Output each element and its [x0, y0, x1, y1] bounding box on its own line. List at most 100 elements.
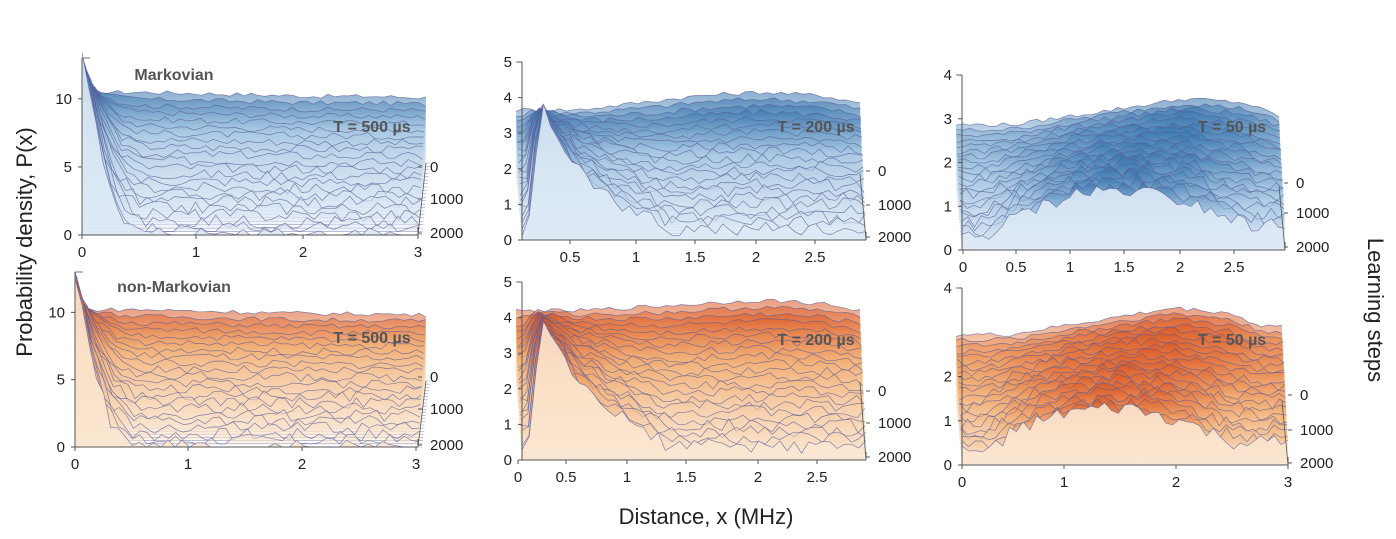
- x-tick-label-0: 0: [78, 244, 86, 261]
- x-tick-label-5: 2.5: [1224, 259, 1245, 276]
- panel-title: T = 50 µs: [1198, 119, 1266, 136]
- y-tick-label-1: 1: [504, 196, 512, 213]
- slice-trace-11: [958, 148, 1283, 187]
- z-tick-label-0: 0: [1300, 387, 1308, 404]
- x-tick-label-3: 1.5: [676, 469, 697, 486]
- x-tick-label-0: 0: [71, 456, 79, 473]
- slice-trace-12: [959, 152, 1283, 193]
- x-tick-label-0: 0: [514, 469, 522, 486]
- y-tick-label-0: 0: [64, 227, 72, 244]
- slice-trace-5: [517, 311, 862, 348]
- x-tick-label-1: 1: [632, 249, 640, 266]
- y-tick-label-4: 4: [944, 67, 952, 84]
- slice-trace-17: [960, 386, 1287, 436]
- slice-trace-0: [89, 90, 427, 100]
- slice-fill-21: [75, 278, 418, 447]
- x-tick-label-2: 2: [1172, 474, 1180, 491]
- y-axis-label: Probability density, P(x): [12, 127, 37, 356]
- slice-trace-11: [85, 74, 422, 175]
- z-tick-label-1: 1000: [1296, 205, 1329, 222]
- slice-trace-12: [519, 323, 864, 392]
- z-tick-label-0: 0: [430, 369, 438, 386]
- slice-trace-3: [956, 110, 1280, 143]
- slice-trace-4: [957, 327, 1284, 358]
- slice-trace-1: [82, 308, 426, 323]
- y-tick-label-4: 4: [504, 90, 512, 107]
- x-tick-label-1: 1: [184, 456, 192, 473]
- y-tick-label-2: 2: [504, 381, 512, 398]
- x-tick-label-0: 0: [958, 474, 966, 491]
- z-tick-label-0: 0: [878, 163, 886, 180]
- slice-fill-21: [962, 402, 1288, 465]
- x-tick-label-1: 0.5: [1006, 259, 1027, 276]
- slice-trace-18: [960, 392, 1288, 440]
- slice-trace-3: [516, 108, 861, 128]
- slice-trace-13: [959, 153, 1283, 199]
- y-tick-label-1: 1: [504, 416, 512, 433]
- chart-panel-p2: 0.5 1 1.5 2 2.5 0 1 2 3 4 5 0 1000 2000 T = 200 µs: [504, 54, 912, 266]
- slice-trace-8: [86, 75, 423, 154]
- chart-panel-p4: 0 1 2 3 0 5 10 0 1000 2000 T = 500 µs non-Markovian: [48, 271, 463, 473]
- slice-trace-10: [78, 292, 423, 383]
- panel-title: T = 500 µs: [333, 330, 410, 347]
- panel-title: T = 200 µs: [777, 332, 854, 349]
- slice-trace-9: [958, 138, 1282, 175]
- slice-trace-8: [518, 107, 863, 157]
- slice-trace-12: [519, 112, 864, 179]
- z-tick-label-2: 2000: [430, 437, 463, 454]
- slice-trace-6: [80, 300, 424, 356]
- y-tick-label-2: 2: [944, 369, 952, 386]
- panel-note: non-Markovian: [117, 279, 231, 296]
- z-tick-label-0: 0: [430, 159, 438, 176]
- slice-trace-0: [82, 307, 427, 318]
- panel-title: T = 200 µs: [777, 119, 854, 136]
- slice-fill-11: [85, 74, 422, 201]
- z-tick-label-0: 0: [878, 383, 886, 400]
- slice-trace-2: [89, 88, 426, 113]
- slice-trace-2: [81, 303, 426, 330]
- x-axis-label: Distance, x (MHz): [619, 504, 794, 529]
- y-tick-label-5: 5: [504, 54, 512, 71]
- slice-trace-9: [518, 315, 863, 372]
- slice-trace-5: [88, 86, 425, 134]
- x-tick-label-0: 0.5: [560, 249, 581, 266]
- slice-trace-6: [87, 84, 424, 141]
- panel-note: Markovian: [134, 67, 213, 84]
- z-axis-line: [417, 380, 427, 448]
- y-tick-label-1: 1: [944, 413, 952, 430]
- slice-trace-16: [76, 278, 421, 422]
- y-tick-label-1: 5: [57, 372, 65, 389]
- y-tick-label-0: 0: [944, 457, 952, 474]
- slice-fill-21: [522, 321, 866, 460]
- z-tick-label-2: 2000: [430, 225, 463, 242]
- x-tick-label-1: 1: [192, 244, 200, 261]
- z-tick-label-1: 1000: [878, 415, 911, 432]
- y-tick-label-1: 1: [944, 198, 952, 215]
- slice-fill-11: [78, 294, 422, 416]
- z-tick-label-2: 2000: [878, 449, 911, 466]
- slice-trace-19: [521, 329, 866, 438]
- x-tick-label-3: 2: [752, 249, 760, 266]
- z-axis-line: [1278, 185, 1286, 251]
- slice-trace-5: [517, 107, 862, 143]
- x-tick-label-3: 1.5: [1114, 259, 1135, 276]
- slice-trace-0: [515, 298, 861, 314]
- z-tick-label-1: 1000: [430, 191, 463, 208]
- slice-trace-14: [959, 373, 1287, 418]
- x-tick-label-2: 1: [1066, 259, 1074, 276]
- y-tick-label-0: 0: [944, 242, 952, 259]
- slice-trace-2: [516, 104, 861, 122]
- slice-trace-10: [518, 111, 864, 174]
- slice-trace-10: [518, 320, 864, 381]
- x-tick-label-3: 3: [1284, 474, 1292, 491]
- y-tick-label-0: 0: [504, 452, 512, 469]
- z-tick-label-1: 1000: [430, 401, 463, 418]
- chart-panel-p1: 0 1 2 3 0 5 10 0 1000 2000 T = 500 µs Markovian: [55, 52, 463, 261]
- slice-trace-3: [88, 84, 426, 120]
- slice-trace-9: [518, 108, 863, 164]
- slice-trace-11: [518, 320, 864, 387]
- slice-trace-1: [956, 312, 1283, 342]
- slice-trace-19: [82, 61, 420, 229]
- slice-trace-2: [956, 317, 1283, 348]
